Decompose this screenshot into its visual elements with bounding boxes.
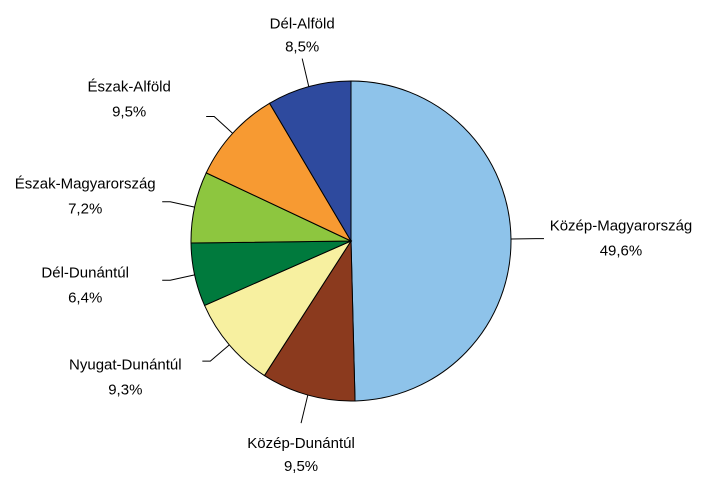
leader-line — [301, 58, 310, 87]
leader-line — [300, 394, 309, 424]
pie-slice — [203, 239, 353, 377]
value-label: 9,5% — [112, 104, 146, 121]
slice-label: Észak-Alföld — [87, 79, 170, 96]
pie-slice — [263, 239, 356, 402]
value-label: 6,4% — [68, 289, 102, 306]
value-label: 7,2% — [68, 200, 102, 217]
slice-label: Dél-Alföld — [270, 16, 335, 33]
leader-line — [202, 344, 230, 362]
slice-label: Közép-Magyarország — [550, 217, 693, 234]
slice-label: Közép-Dunántúl — [247, 435, 355, 452]
pie-slice — [350, 80, 512, 402]
value-label: 8,5% — [285, 39, 319, 56]
leader-line — [162, 274, 195, 281]
pie-slice — [268, 80, 352, 243]
leader-line — [206, 115, 233, 134]
value-label: 9,3% — [108, 381, 142, 398]
value-label: 49,6% — [600, 242, 643, 259]
leader-line — [162, 201, 195, 208]
slice-label: Dél-Dunántúl — [41, 264, 129, 281]
slice-label: Észak-Magyarország — [15, 175, 156, 192]
slice-label: Nyugat-Dunántúl — [69, 356, 182, 373]
value-label: 9,5% — [284, 458, 318, 475]
